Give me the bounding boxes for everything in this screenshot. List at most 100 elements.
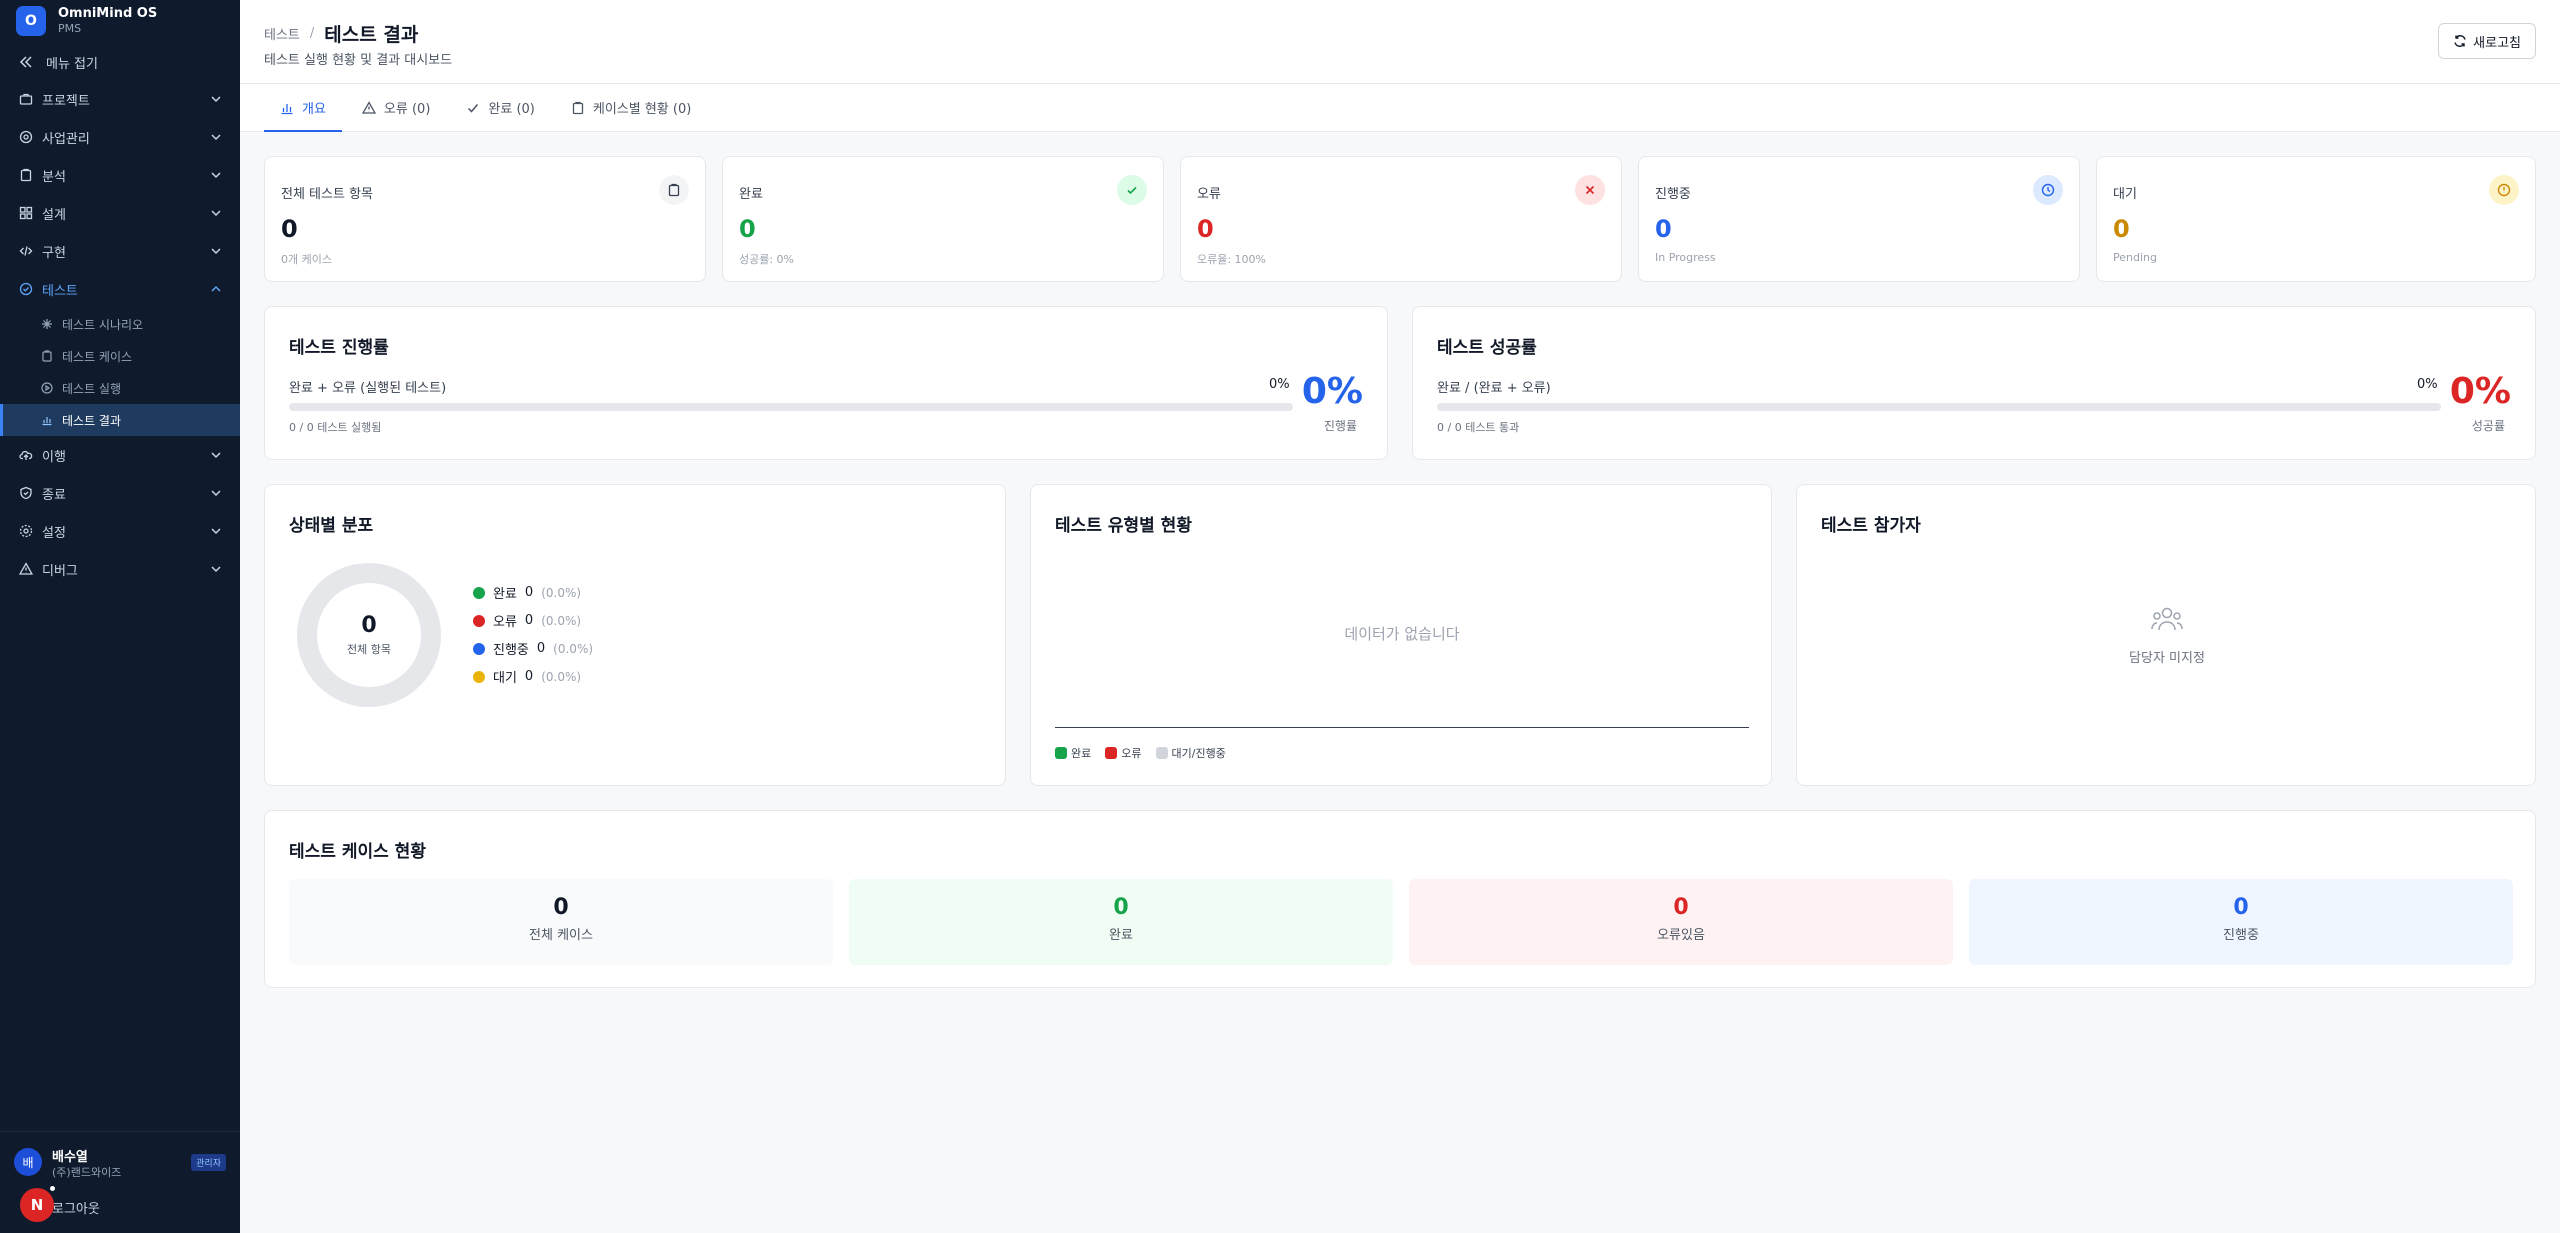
close-icon	[1575, 175, 1605, 205]
refresh-button[interactable]: 새로고침	[2438, 23, 2536, 59]
sidebar-item-implementation[interactable]: 구현	[0, 232, 240, 270]
distribution-title: 상태별 분포	[289, 516, 374, 536]
success-bar	[1437, 403, 2441, 411]
alert-circle-icon	[2489, 175, 2519, 205]
check-icon	[1117, 175, 1147, 205]
play-circle-icon	[40, 381, 54, 395]
page-header: 테스트 / 테스트 결과 테스트 실행 현황 및 결과 대시보드 새로고침	[240, 0, 2560, 84]
donut-chart	[297, 563, 441, 707]
collapse-menu-label: 메뉴 접기	[46, 56, 98, 72]
progress-pct: 0%	[1269, 377, 1290, 392]
participants-title: 테스트 참가자	[1821, 516, 1921, 536]
stat-sub: 오류율: 100%	[1197, 253, 1267, 266]
success-title: 테스트 성공률	[1437, 338, 1537, 358]
sidebar-item-settings[interactable]: 설정	[0, 512, 240, 550]
sidebar-item-project[interactable]: 프로젝트	[0, 80, 240, 118]
stat-sub: Pending	[2113, 251, 2157, 264]
users-icon	[2151, 607, 2183, 631]
breadcrumb: 테스트 / 테스트 결과	[264, 20, 418, 47]
sidebar-item-label: 사업관리	[42, 131, 90, 147]
user-panel: 배 배수열 (주)랜드와이즈 관리자 로그아웃 N	[0, 1131, 240, 1233]
tab-bar: 개요 오류 (0) 완료 (0) 케이스별 현황 (0)	[240, 84, 2560, 132]
success-label: 완료 / (완료 + 오류)	[1437, 381, 1551, 396]
sidebar: O OmniMind OS PMS 메뉴 접기 프로젝트 사업관리 분석 설계 …	[0, 0, 240, 1233]
legend-label: 진행중	[493, 643, 529, 658]
stat-card-in-progress: 진행중 0 In Progress	[1638, 156, 2080, 282]
case-box-value: 0	[1113, 895, 1129, 920]
progress-bar	[289, 403, 1293, 411]
case-box-label: 완료	[1109, 928, 1133, 943]
sidebar-item-label: 프로젝트	[42, 93, 90, 109]
sidebar-subitem-test-case[interactable]: 테스트 케이스	[0, 340, 240, 372]
tab-label: 개요	[302, 102, 326, 117]
donut-center-label: 전체 항목	[347, 643, 391, 656]
sidebar-subitem-test-result[interactable]: 테스트 결과	[0, 404, 240, 436]
breadcrumb-separator: /	[309, 26, 315, 41]
warning-icon	[361, 100, 376, 114]
stat-value: 0	[1655, 215, 1672, 243]
case-status-title: 테스트 케이스 현황	[289, 842, 426, 862]
legend-label: 대기	[493, 671, 517, 686]
chevron-down-icon	[211, 96, 221, 103]
sidebar-item-design[interactable]: 설계	[0, 194, 240, 232]
page-description: 테스트 실행 현황 및 결과 대시보드	[264, 53, 453, 68]
avatar[interactable]: 배	[14, 1148, 42, 1176]
stat-value: 0	[739, 215, 756, 243]
tab-overview[interactable]: 개요	[264, 84, 342, 132]
tab-errors[interactable]: 오류 (0)	[346, 84, 446, 131]
case-box-value: 0	[2233, 895, 2249, 920]
clipboard-icon	[40, 349, 54, 363]
success-big-caption: 성공률	[2471, 419, 2505, 433]
progress-title: 테스트 진행률	[289, 338, 389, 358]
test-type-card: 테스트 유형별 현황 데이터가 없습니다 완료 오류 대기/진행중	[1030, 484, 1772, 786]
collapse-menu-button[interactable]: 메뉴 접기	[0, 44, 240, 80]
progress-big-caption: 진행률	[1323, 419, 1357, 433]
sidebar-item-close[interactable]: 종료	[0, 474, 240, 512]
sidebar-subitem-test-run[interactable]: 테스트 실행	[0, 372, 240, 404]
sidebar-item-business[interactable]: 사업관리	[0, 118, 240, 156]
legend-value: 0	[524, 669, 534, 684]
sidebar-item-label: 설계	[42, 207, 66, 223]
case-box-label: 진행중	[2223, 928, 2259, 943]
stat-card-completed: 완료 0 성공률: 0%	[722, 156, 1164, 282]
sidebar-item-label: 구현	[42, 245, 66, 261]
legend-item-pending: 대기 0 (0.0%)	[473, 667, 581, 686]
sidebar-item-analysis[interactable]: 분석	[0, 156, 240, 194]
by-type-empty: 데이터가 없습니다	[1344, 625, 1460, 643]
legend-swatch	[1055, 747, 1067, 759]
settings-circle-icon	[18, 129, 34, 145]
breadcrumb-parent[interactable]: 테스트	[264, 28, 300, 43]
by-type-legend: 완료 오류 대기/진행중	[1055, 745, 1226, 761]
main-content: 테스트 / 테스트 결과 테스트 실행 현황 및 결과 대시보드 새로고침 개요…	[240, 0, 2560, 1233]
sidebar-item-test[interactable]: 테스트	[0, 270, 240, 308]
stat-value: 0	[1197, 215, 1214, 243]
sidebar-subitem-label: 테스트 실행	[62, 381, 122, 396]
sidebar-subitem-label: 테스트 결과	[62, 413, 122, 428]
sidebar-item-debug[interactable]: 디버그	[0, 550, 240, 588]
warning-icon	[18, 561, 34, 577]
tab-completed[interactable]: 완료 (0)	[450, 84, 550, 131]
legend-dot	[473, 642, 485, 655]
gear-icon	[18, 523, 34, 539]
sidebar-item-transition[interactable]: 이행	[0, 436, 240, 474]
sidebar-subitem-test-scenario[interactable]: 테스트 시나리오	[0, 308, 240, 340]
bar-chart-icon	[40, 413, 54, 427]
check-circle-icon	[18, 281, 34, 297]
stat-card-total: 전체 테스트 항목 0 0개 케이스	[264, 156, 706, 282]
chevron-down-icon	[211, 134, 221, 141]
brand[interactable]: O OmniMind OS PMS	[0, 0, 240, 42]
clipboard-icon	[18, 167, 34, 183]
case-box-in-progress: 0 진행중	[1969, 879, 2513, 965]
notification-dot	[48, 1184, 57, 1193]
cloud-upload-icon	[18, 447, 34, 463]
stat-sub: 0개 케이스	[281, 253, 332, 266]
legend-item-error: 오류 0 (0.0%)	[473, 611, 581, 630]
notification-badge[interactable]: N	[20, 1188, 54, 1222]
tab-by-case[interactable]: 케이스별 현황 (0)	[555, 84, 707, 131]
sidebar-item-label: 이행	[42, 449, 66, 465]
by-type-title: 테스트 유형별 현황	[1055, 516, 1192, 536]
logout-button[interactable]: 로그아웃	[52, 1202, 100, 1217]
stat-title: 완료	[739, 187, 763, 202]
role-badge: 관리자	[191, 1154, 226, 1171]
sidebar-item-label: 디버그	[42, 563, 78, 579]
